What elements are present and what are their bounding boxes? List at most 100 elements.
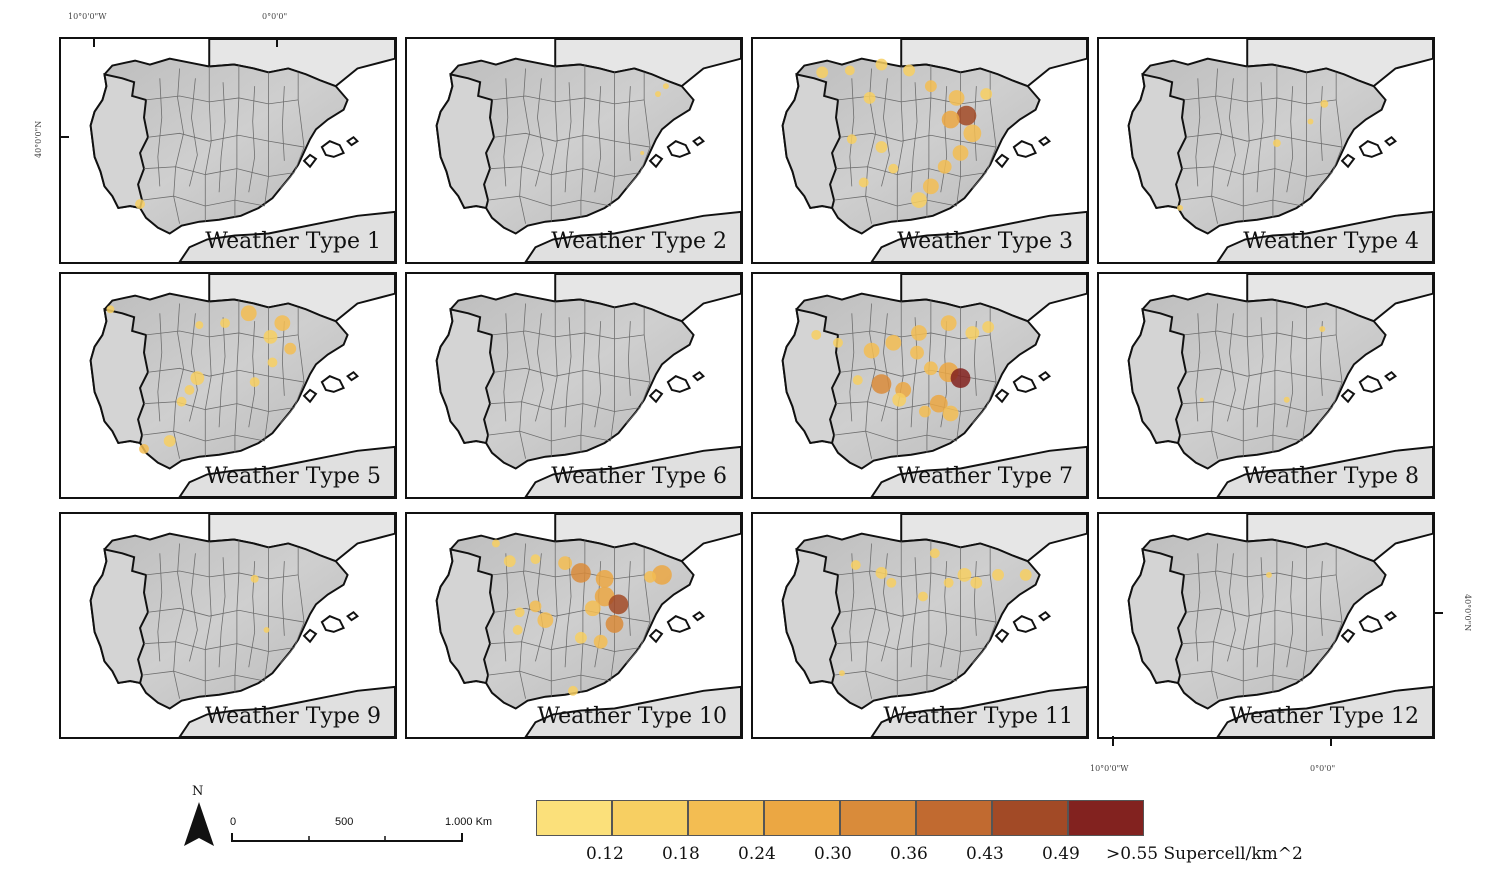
province-boundary bbox=[1256, 557, 1264, 668]
province-boundary bbox=[157, 553, 163, 662]
supercell-density-hotspot bbox=[1266, 571, 1272, 578]
province-boundary bbox=[281, 321, 285, 396]
iberia-map bbox=[435, 514, 741, 737]
panel-label: Weather Type 7 bbox=[897, 464, 1073, 489]
supercell-density-hotspot bbox=[816, 66, 829, 79]
balearic-island bbox=[648, 153, 664, 169]
supercell-density-hotspot bbox=[850, 560, 861, 570]
portugal-region bbox=[435, 73, 495, 210]
map-panel-weather-type-9: Weather Type 9 bbox=[59, 512, 397, 739]
legend-swatch bbox=[916, 800, 992, 836]
province-boundary bbox=[627, 561, 631, 636]
province-boundary bbox=[157, 78, 163, 187]
supercell-density-hotspot bbox=[858, 177, 869, 188]
north-arrow: N bbox=[182, 784, 216, 850]
province-boundary bbox=[204, 301, 212, 457]
balearic-island bbox=[302, 388, 318, 404]
province-boundary bbox=[550, 66, 558, 222]
graticule-tick bbox=[59, 136, 69, 138]
province-boundary bbox=[926, 540, 932, 693]
map-panel-weather-type-4: Weather Type 4 bbox=[1097, 37, 1435, 264]
balearic-island bbox=[666, 615, 691, 633]
supercell-density-hotspot bbox=[923, 361, 938, 376]
scale-tick-500: 500 bbox=[335, 816, 354, 828]
province-boundary bbox=[503, 78, 509, 187]
balearic-island bbox=[302, 153, 318, 169]
iberia-map bbox=[1127, 514, 1433, 737]
province-boundary bbox=[1227, 78, 1236, 187]
supercell-density-hotspot bbox=[888, 163, 899, 174]
map-panel-weather-type-8: Weather Type 8 bbox=[1097, 272, 1435, 499]
province-boundary bbox=[1286, 561, 1294, 668]
province-boundary bbox=[218, 557, 226, 668]
supercell-density-hotspot bbox=[574, 631, 587, 644]
province-boundary bbox=[1319, 561, 1323, 636]
province-boundary bbox=[147, 132, 305, 148]
province-boundary bbox=[1227, 313, 1236, 422]
province-boundary bbox=[1185, 607, 1343, 623]
province-boundary bbox=[1242, 301, 1250, 457]
province-boundary bbox=[1302, 547, 1307, 682]
balearic-island bbox=[648, 628, 664, 644]
balearic-island bbox=[666, 140, 691, 158]
province-boundary bbox=[1181, 641, 1333, 652]
portugal-region bbox=[89, 548, 149, 685]
province-boundary bbox=[594, 321, 602, 428]
legend-swatch bbox=[536, 800, 612, 836]
graticule-tick bbox=[276, 37, 278, 47]
province-boundary bbox=[204, 66, 212, 222]
north-label: N bbox=[192, 784, 204, 799]
graticule-tick bbox=[93, 37, 95, 47]
supercell-density-hotspot bbox=[992, 569, 1004, 581]
province-boundary bbox=[503, 553, 509, 662]
map-panel-weather-type-11: Weather Type 11 bbox=[751, 512, 1089, 739]
balearic-island bbox=[302, 628, 318, 644]
balearic-island bbox=[1358, 375, 1383, 393]
supercell-density-hotspot bbox=[1177, 205, 1183, 211]
iberia-map bbox=[781, 274, 1087, 497]
supercell-density-hotspot bbox=[911, 192, 927, 208]
supercell-density-hotspot bbox=[875, 58, 888, 71]
supercell-density-hotspot bbox=[195, 321, 204, 330]
panel-label: Weather Type 9 bbox=[205, 704, 381, 729]
supercell-density-hotspot bbox=[942, 405, 959, 422]
africa-landmass bbox=[870, 210, 1087, 262]
province-boundary bbox=[564, 82, 572, 193]
supercell-density-hotspot bbox=[220, 318, 230, 329]
scale-bar: 0 500 1.000 Km bbox=[180, 784, 520, 854]
supercell-density-hotspot bbox=[571, 563, 591, 583]
province-boundary bbox=[280, 547, 305, 664]
province-boundary bbox=[218, 317, 226, 428]
province-boundary bbox=[535, 78, 544, 187]
province-boundary bbox=[865, 543, 876, 699]
province-boundary bbox=[973, 561, 977, 636]
province-boundary bbox=[626, 72, 651, 189]
supercell-density-hotspot bbox=[910, 345, 924, 360]
province-boundary bbox=[940, 561, 948, 668]
portugal-region bbox=[435, 548, 495, 685]
legend-swatch bbox=[764, 800, 840, 836]
balearic-island bbox=[1340, 628, 1356, 644]
supercell-density-hotspot bbox=[530, 554, 541, 565]
supercell-density-hotspot bbox=[652, 565, 672, 585]
map-panel-weather-type-7: Weather Type 7 bbox=[751, 272, 1089, 499]
legend-label: 0.30 bbox=[814, 844, 852, 864]
iberia-map bbox=[781, 39, 1087, 262]
province-boundary bbox=[519, 543, 530, 699]
right-lat-label: 40°0'0"N bbox=[1463, 594, 1472, 632]
balearic-island bbox=[320, 375, 345, 393]
supercell-density-hotspot bbox=[871, 374, 892, 394]
supercell-density-hotspot bbox=[503, 555, 516, 568]
supercell-density-hotspot bbox=[537, 612, 554, 628]
balearic-island bbox=[692, 610, 706, 622]
supercell-density-hotspot bbox=[662, 83, 669, 90]
supercell-density-hotspot bbox=[885, 334, 902, 351]
supercell-density-hotspot bbox=[491, 539, 500, 548]
supercell-density-hotspot bbox=[903, 64, 916, 77]
supercell-density-hotspot bbox=[963, 124, 982, 143]
supercell-density-hotspot bbox=[605, 615, 624, 633]
legend-swatch bbox=[1068, 800, 1144, 836]
panel-label: Weather Type 12 bbox=[1229, 704, 1419, 729]
supercell-density-hotspot bbox=[595, 569, 614, 588]
panel-label: Weather Type 5 bbox=[205, 464, 381, 489]
